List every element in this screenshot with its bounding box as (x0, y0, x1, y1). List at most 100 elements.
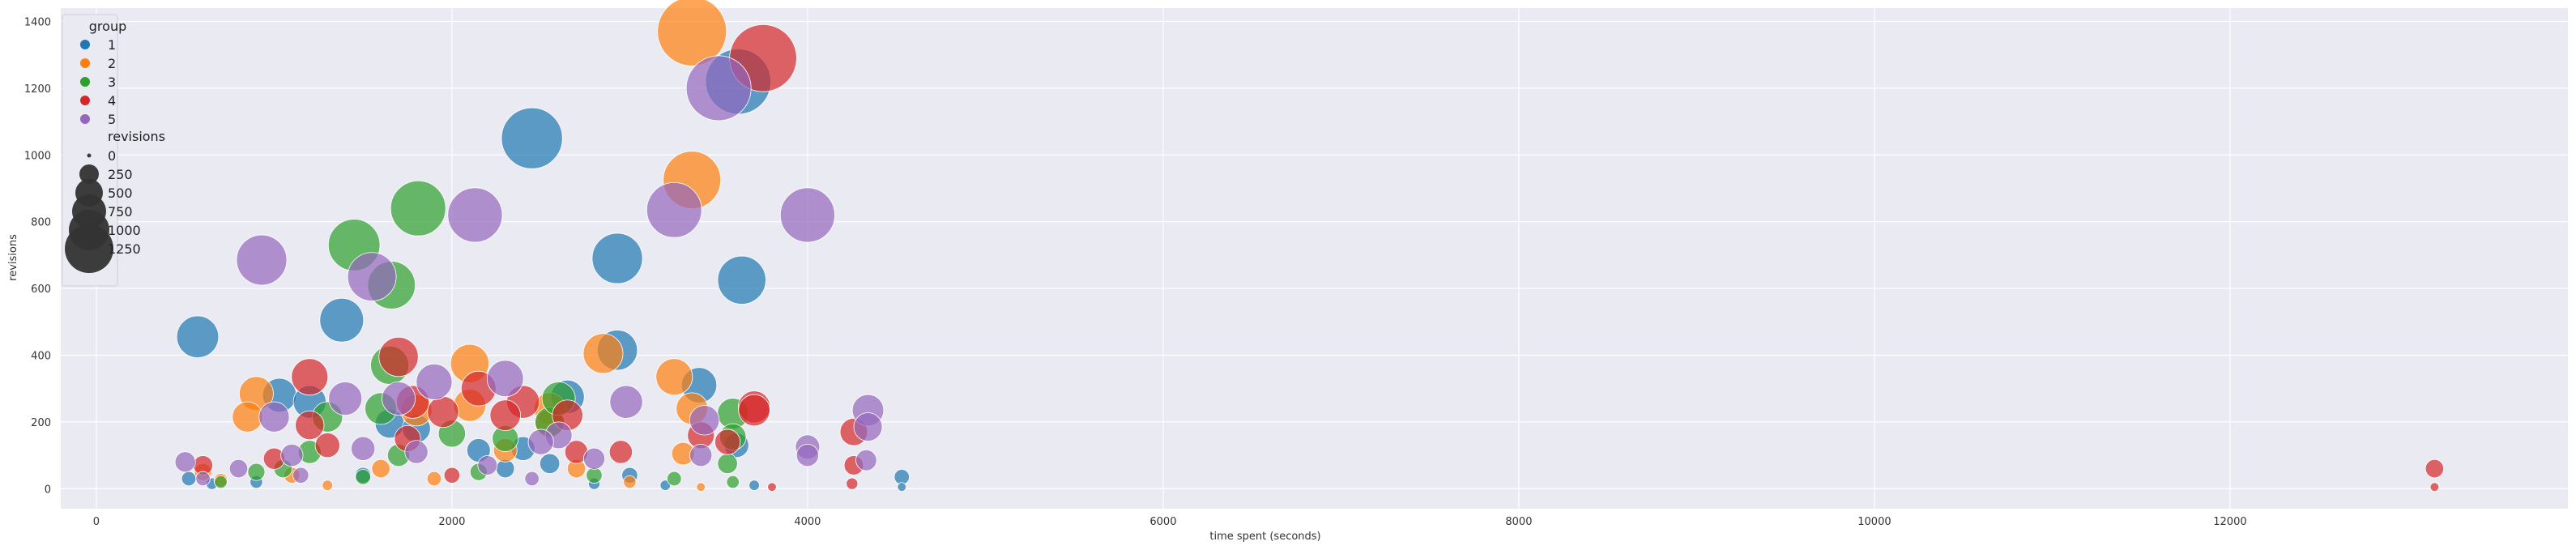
scatter-point-group-2 (655, 358, 693, 396)
scatter-point-group-4 (767, 482, 777, 492)
legend-size-marker (87, 153, 92, 158)
scatter-point-group-5 (416, 363, 453, 400)
scatter-point-group-4 (738, 394, 770, 427)
scatter-point-group-1 (591, 232, 643, 284)
scatter-point-group-3 (717, 453, 738, 475)
x-tick-label: 10000 (1857, 516, 1891, 528)
scatter-point-group-5 (280, 443, 304, 467)
x-tick-label: 6000 (1149, 516, 1176, 528)
legend-label-group-1: 1 (108, 37, 116, 53)
y-tick-label: 600 (31, 284, 51, 296)
plot-background (61, 8, 2568, 509)
scatter-point-group-1 (717, 255, 766, 305)
scatter-point-group-1 (893, 469, 910, 485)
y-tick-label: 800 (31, 217, 51, 229)
legend-size-label: 1250 (108, 241, 141, 257)
legend-hue-title: group (89, 19, 126, 34)
scatter-point-group-3 (247, 463, 266, 481)
scatter-point-group-5 (292, 467, 309, 484)
scatter-point-group-3 (586, 467, 603, 484)
legend-label-group-4: 4 (108, 93, 116, 109)
scatter-point-group-2 (696, 482, 706, 492)
x-tick-label: 12000 (2213, 516, 2246, 528)
scatter-point-group-5 (582, 447, 606, 470)
scatter-point-group-5 (685, 55, 752, 122)
y-axis-label: revisions (7, 234, 19, 281)
scatter-point-group-3 (214, 475, 228, 489)
x-tick-label: 8000 (1505, 516, 1532, 528)
y-tick-label: 0 (45, 484, 51, 496)
x-tick-label: 2000 (438, 516, 465, 528)
scatter-point-group-5 (646, 181, 702, 238)
legend-size-label: 0 (108, 148, 116, 164)
scatter-point-group-1 (319, 297, 365, 343)
scatter-point-group-5 (795, 443, 820, 467)
x-tick-label: 0 (93, 516, 100, 528)
x-axis-label: time spent (seconds) (1209, 531, 1320, 543)
scatter-point-group-2 (657, 0, 727, 66)
scatter-point-group-4 (295, 410, 325, 441)
scatter-point-group-4 (291, 358, 329, 396)
scatter-point-group-4 (489, 399, 522, 431)
scatter-point-group-5 (258, 401, 290, 433)
scatter-point-group-5 (853, 412, 883, 442)
scatter-point-group-5 (174, 451, 196, 473)
scatter-point-group-5 (195, 471, 211, 487)
legend-size-label: 500 (108, 185, 133, 201)
scatter-point-group-4 (2429, 482, 2440, 492)
scatter-point-group-2 (623, 475, 637, 489)
scatter-point-group-4 (314, 433, 340, 458)
scatter-point-group-5 (236, 234, 288, 286)
y-tick-label: 1400 (24, 16, 51, 28)
scatter-point-group-5 (228, 458, 249, 479)
legend-marker-group-3 (80, 77, 90, 87)
legend-label-group-5: 5 (108, 112, 116, 127)
scatter-point-group-1 (501, 107, 563, 169)
legend-marker-group-1 (80, 40, 90, 49)
scatter-point-group-5 (328, 382, 363, 416)
y-tick-label: 400 (31, 350, 51, 362)
legend-size-label: 750 (108, 204, 133, 220)
x-tick-label: 4000 (794, 516, 821, 528)
legend-size-title: revisions (108, 129, 165, 144)
scatter-point-group-2 (582, 333, 624, 374)
scatter-point-group-1 (176, 315, 220, 359)
legend: group 1 2 3 4 5 revisions 0 250 500 750 1000 1250 (62, 14, 165, 287)
scatter-point-group-2 (371, 458, 390, 479)
legend-label-group-2: 2 (108, 56, 116, 71)
scatter-point-group-5 (689, 405, 720, 436)
scatter-point-group-5 (689, 443, 713, 467)
scatter-point-group-2 (322, 480, 334, 491)
scatter-point-group-5 (524, 471, 540, 487)
scatter-point-group-2 (232, 401, 263, 433)
scatter-point-group-4 (427, 395, 459, 428)
scatter-point-group-5 (351, 436, 376, 461)
legend-size-label: 1000 (108, 223, 141, 238)
scatter-point-group-1 (539, 453, 561, 475)
scatter-point-group-1 (181, 471, 197, 487)
x-tick-labels: 0 2000 4000 6000 8000 10000 12000 (93, 516, 2247, 528)
scatter-point-group-5 (477, 455, 498, 475)
scatter-point-group-5 (447, 187, 503, 243)
scatter-point-group-4 (378, 336, 419, 377)
legend-label-group-3: 3 (108, 75, 116, 90)
scatter-point-group-5 (527, 428, 554, 455)
legend-marker-group-2 (80, 58, 90, 68)
scatter-point-group-5 (347, 252, 397, 301)
y-tick-labels: 0 200 400 600 800 1000 1200 1400 (24, 16, 51, 496)
scatter-point-group-5 (855, 450, 877, 471)
scatter-point-group-4 (846, 477, 859, 490)
y-tick-label: 200 (31, 417, 51, 429)
legend-size-marker (65, 224, 113, 273)
scatter-point-group-4 (608, 440, 633, 464)
scatter-point-group-2 (426, 471, 442, 487)
legend-marker-group-5 (80, 114, 90, 124)
scatter-point-group-5 (486, 360, 524, 398)
scatter-point-group-1 (748, 480, 760, 491)
scatter-point-group-3 (355, 469, 371, 485)
scatter-point-group-3 (667, 471, 682, 487)
legend-size-marker (79, 164, 99, 184)
scatter-point-group-5 (382, 382, 416, 416)
legend-marker-group-4 (80, 96, 90, 105)
scatter-point-group-4 (443, 467, 461, 484)
